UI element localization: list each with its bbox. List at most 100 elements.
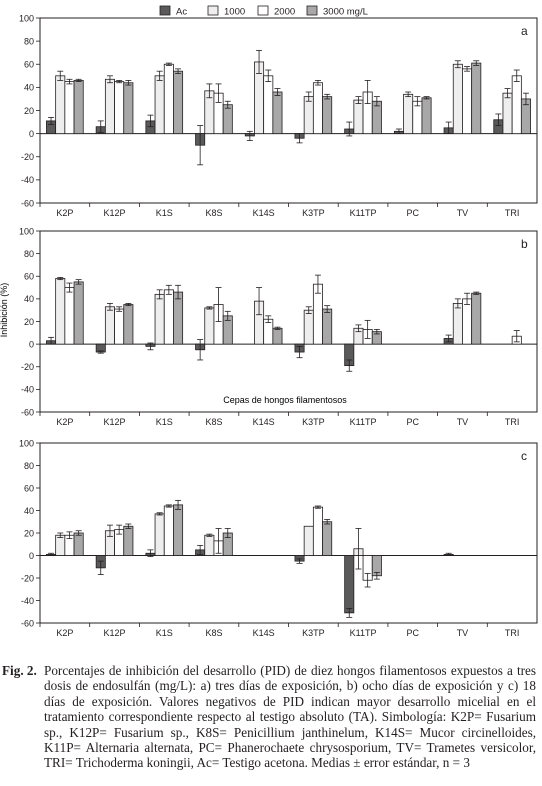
y-tick-label: 60 — [24, 272, 34, 282]
bar — [173, 70, 184, 135]
bar — [123, 304, 134, 345]
x-tick-label: TRI — [505, 628, 520, 638]
y-tick-label: 0 — [29, 129, 34, 139]
y-tick-label: 100 — [19, 226, 34, 236]
x-tick-label: K2P — [56, 417, 73, 427]
x-tick-label: K8S — [205, 417, 222, 427]
panel-letter: b — [521, 237, 528, 251]
y-tick-label: 20 — [24, 528, 34, 538]
bar — [322, 521, 333, 556]
bar — [163, 505, 174, 556]
y-tick-label: -20 — [21, 573, 34, 583]
caption-label: Fig. 2. — [2, 663, 37, 678]
bar — [511, 75, 522, 135]
bar — [452, 302, 463, 345]
y-tick-label: 40 — [24, 294, 34, 304]
y-tick-label: 80 — [24, 36, 34, 46]
bar — [322, 308, 333, 345]
y-tick-label: -60 — [21, 198, 34, 208]
bar — [322, 96, 333, 135]
bar — [55, 534, 66, 556]
bar — [403, 93, 414, 135]
y-tick-label: 20 — [24, 317, 34, 327]
bar — [123, 82, 134, 135]
y-tick-label: 0 — [29, 339, 34, 349]
y-tick-label: 80 — [24, 461, 34, 471]
bar — [222, 104, 233, 135]
y-tick-label: 20 — [24, 106, 34, 116]
bar — [502, 92, 513, 135]
y-tick-label: -40 — [21, 385, 34, 395]
figure-caption: Fig. 2. Porcentajes de inhibición del de… — [2, 663, 536, 771]
bar — [471, 62, 482, 135]
legend: Ac 1000 2000 3000 mg/L — [159, 5, 368, 18]
bar — [64, 287, 75, 345]
panel-letter: c — [521, 449, 527, 463]
bar — [344, 555, 355, 614]
bar — [114, 81, 125, 135]
bar — [272, 91, 283, 135]
y-tick-label: 80 — [24, 249, 34, 259]
x-tick-label: PC — [406, 208, 419, 218]
bar — [173, 291, 184, 345]
bar — [55, 278, 66, 345]
x-tick-label: TRI — [505, 208, 520, 218]
x-tick-label: K1S — [156, 208, 173, 218]
bar — [114, 308, 125, 345]
panel-letter: a — [521, 24, 528, 38]
y-tick-label: 100 — [19, 13, 34, 23]
x-tick-label: K8S — [205, 628, 222, 638]
x-tick-label: TV — [457, 208, 469, 218]
bar — [353, 99, 364, 135]
x-tick-label: PC — [406, 417, 419, 427]
bar — [73, 532, 84, 556]
bar — [73, 80, 84, 135]
legend-label-2: 2000 — [274, 7, 295, 18]
legend-swatch-2 — [257, 5, 269, 16]
bar — [303, 309, 314, 345]
bar — [303, 96, 314, 135]
x-tick-label: K2P — [56, 628, 73, 638]
bar — [163, 289, 174, 345]
x-tick-label: K8S — [205, 208, 222, 218]
x-tick-label: K12P — [104, 628, 126, 638]
x-tick-label: TV — [457, 628, 469, 638]
bar — [64, 81, 75, 135]
y-tick-label: -60 — [21, 407, 34, 417]
y-tick-label: -40 — [21, 596, 34, 606]
y-tick-label: 40 — [24, 506, 34, 516]
bar — [462, 68, 473, 135]
x-tick-label: TRI — [505, 417, 520, 427]
y-tick-label: 60 — [24, 483, 34, 493]
x-tick-label: TV — [457, 417, 469, 427]
y-axis-label: Inhibición (%) — [0, 283, 9, 338]
x-tick-label: K11TP — [350, 628, 377, 638]
x-axis-label: Cepas de hongos filamentosos — [223, 395, 347, 405]
legend-label-0: Ac — [176, 7, 187, 18]
bar — [312, 82, 323, 135]
bar — [204, 534, 215, 556]
x-tick-label: K14S — [253, 628, 275, 638]
y-tick-label: -60 — [21, 618, 34, 628]
x-tick-label: PC — [406, 628, 419, 638]
bar — [272, 327, 283, 345]
panel-c: -60 -40 -20 0 20 40 60 80 100 c K2P K12P K1S K8S K14S K… — [19, 438, 538, 638]
x-tick-label: K11TP — [350, 208, 377, 218]
bar — [154, 75, 165, 135]
legend-swatch-0 — [159, 5, 171, 16]
legend-label-3: 3000 mg/L — [323, 7, 368, 18]
panel-b: -60 -40 -20 0 20 40 60 80 100 b K2P K12P K1S K8S K14S K… — [19, 226, 538, 427]
bar — [452, 63, 463, 135]
y-tick-label: 100 — [19, 438, 34, 448]
y-tick-label: 40 — [24, 83, 34, 93]
bar — [312, 506, 323, 556]
x-tick-label: K3TP — [302, 208, 325, 218]
bar — [163, 63, 174, 135]
bar — [55, 75, 66, 135]
y-tick-label: 0 — [29, 551, 34, 561]
x-tick-label: K14S — [253, 208, 275, 218]
x-tick-label: K12P — [104, 208, 126, 218]
y-tick-label: -20 — [21, 152, 34, 162]
bar — [471, 292, 482, 345]
x-tick-label: K2P — [56, 208, 73, 218]
